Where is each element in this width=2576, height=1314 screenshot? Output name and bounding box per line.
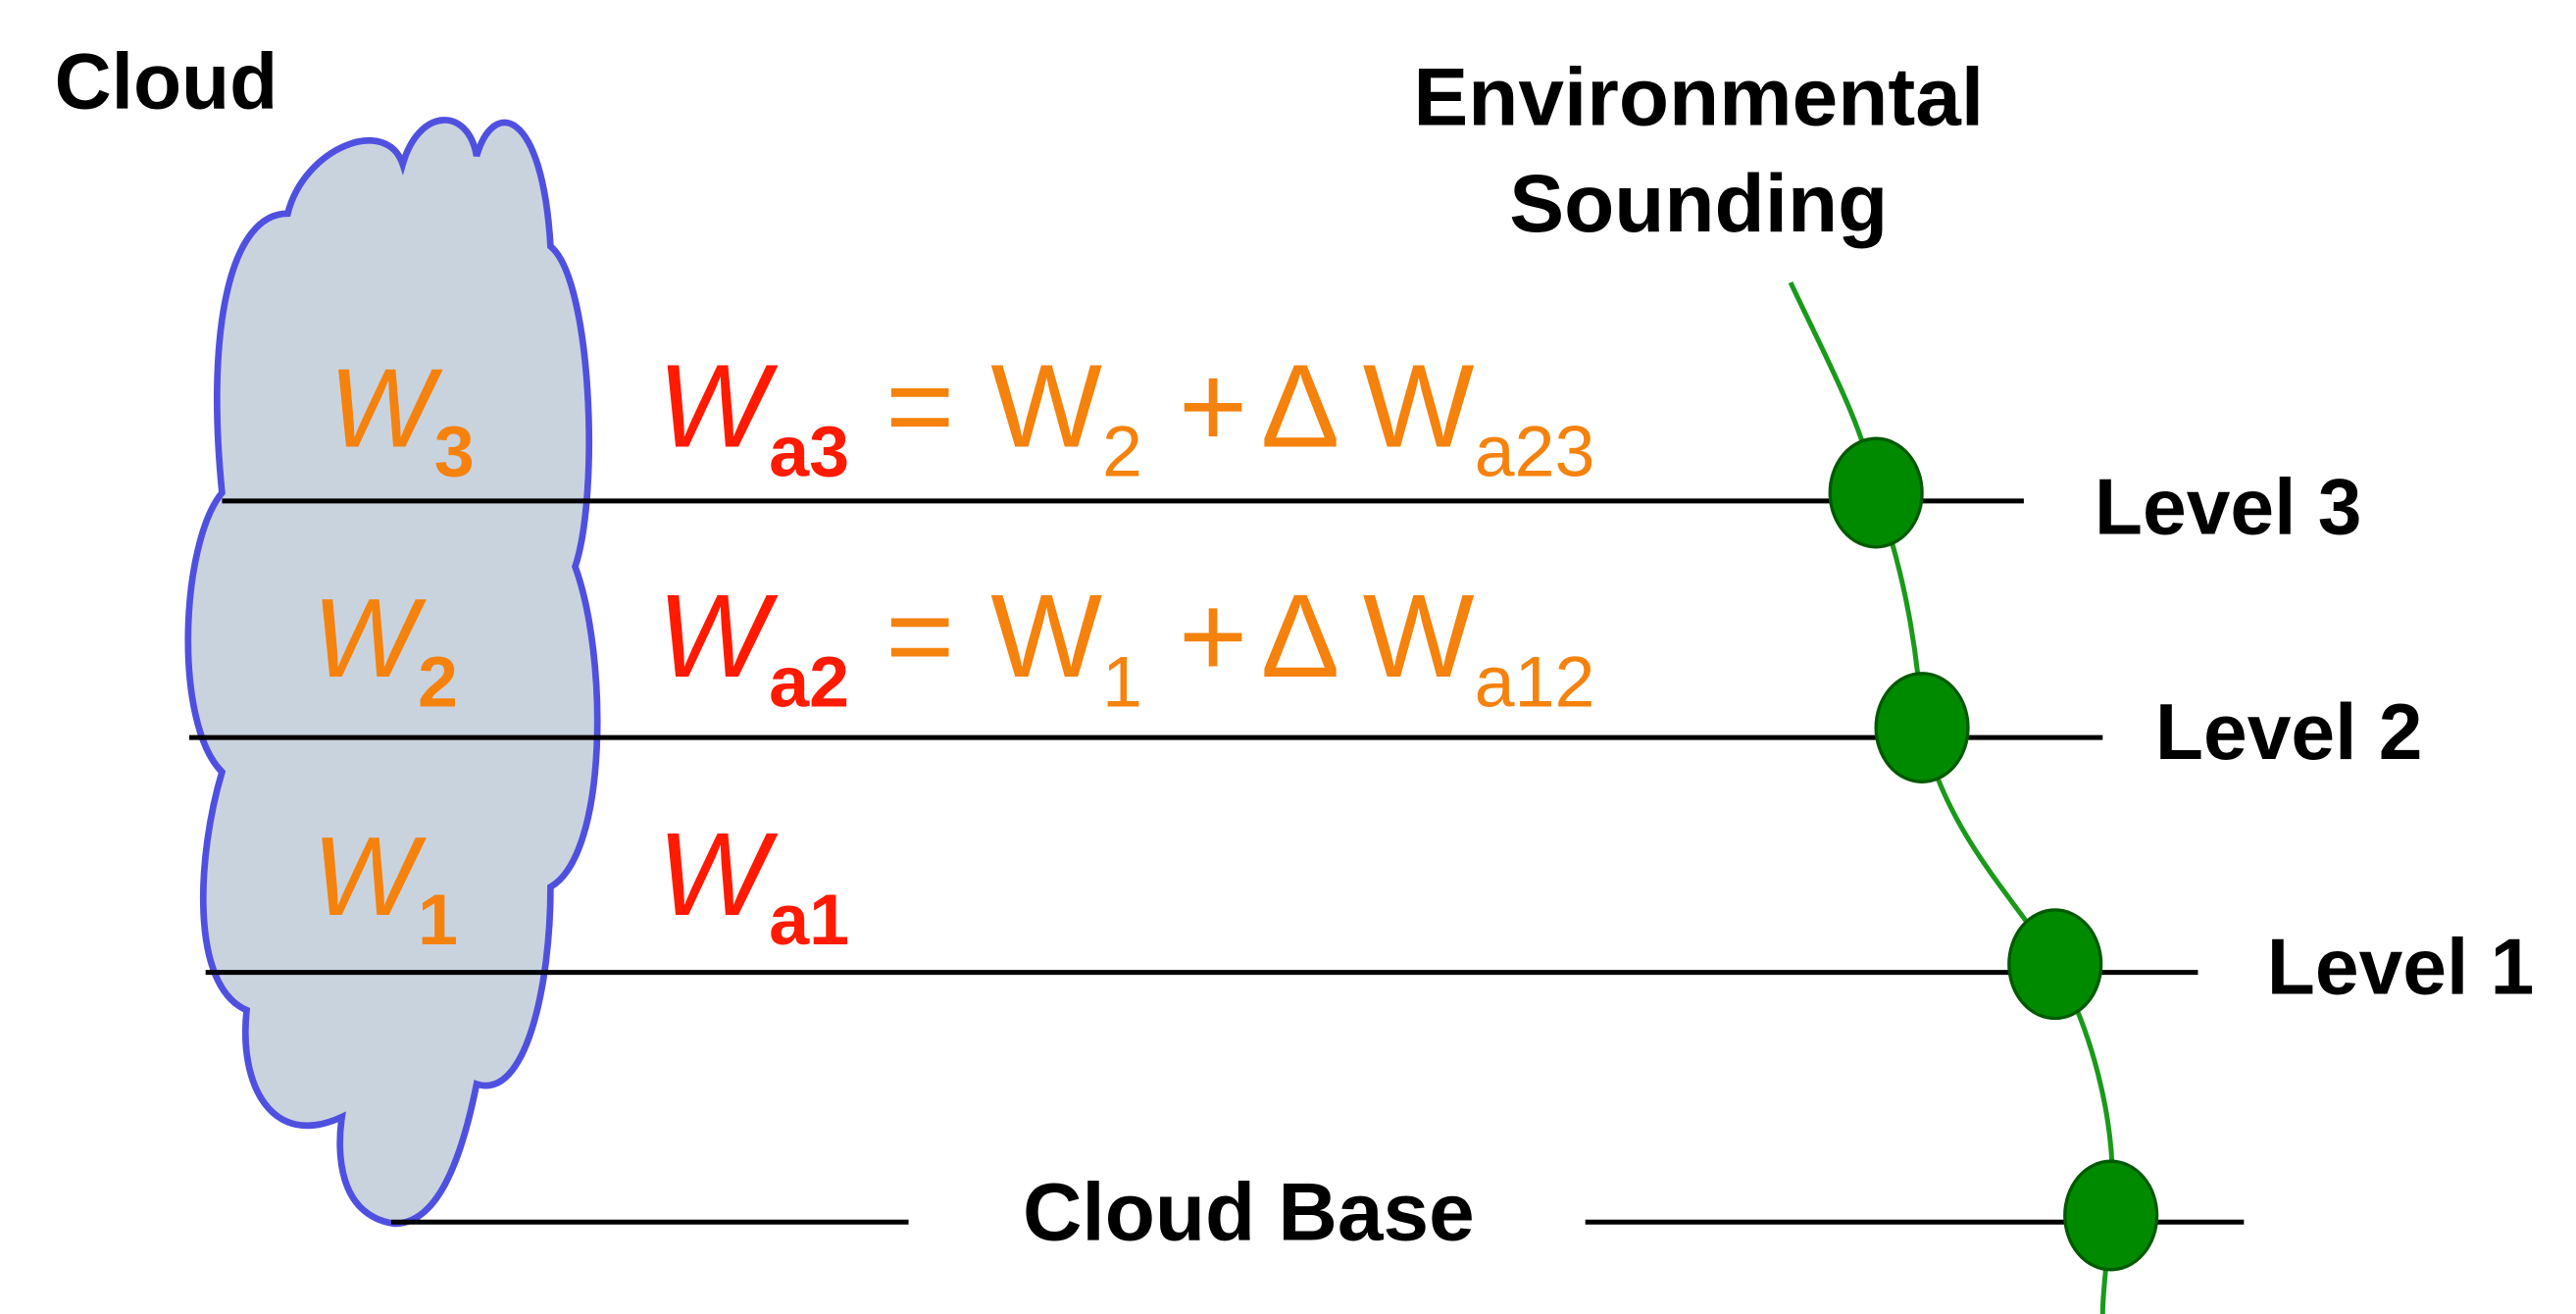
sounding-point	[2065, 1161, 2157, 1270]
sounding-curve	[1791, 282, 2112, 1314]
cloud-base-label: Cloud Base	[1023, 1166, 1475, 1258]
delta-subscript: a23	[1475, 411, 1595, 492]
page: Cloud Environmental Sounding Level 3 Lev…	[0, 0, 2576, 1314]
term-symbol: W	[990, 570, 1102, 702]
level-label: Level 3	[2095, 463, 2362, 551]
cloud-title: Cloud	[55, 38, 278, 126]
delta: Δ	[1261, 340, 1340, 473]
subscript: 3	[434, 411, 475, 492]
term-subscript: 2	[1102, 411, 1142, 492]
sounding-point	[1830, 438, 1922, 547]
equals: =	[885, 570, 954, 702]
plus: +	[1179, 340, 1247, 473]
sounding-label: Environmental	[1413, 50, 1984, 142]
equals: =	[885, 340, 954, 473]
subscript: 2	[418, 640, 458, 722]
sounding-points	[1830, 438, 2156, 1270]
sounding-label: Sounding	[1509, 157, 1888, 249]
term-symbol: W	[990, 340, 1102, 473]
lhs-symbol: W	[657, 808, 779, 940]
equation: Wa1	[657, 808, 849, 960]
sounding-point	[2009, 910, 2101, 1019]
diagram: Cloud Environmental Sounding Level 3 Lev…	[0, 0, 2576, 1314]
sounding-point	[1876, 674, 1968, 783]
delta: Δ	[1261, 570, 1340, 702]
plus: +	[1179, 570, 1247, 702]
symbol: W	[313, 815, 428, 939]
lhs-subscript: a1	[769, 879, 849, 960]
symbol: W	[328, 347, 443, 472]
lhs-symbol: W	[657, 570, 779, 702]
lhs-subscript: a2	[769, 640, 849, 722]
symbol: W	[313, 577, 428, 701]
level-label: Level 1	[2267, 923, 2535, 1011]
delta-subscript: a12	[1475, 640, 1595, 722]
term-subscript: 1	[1102, 640, 1142, 722]
lhs-subscript: a3	[769, 411, 849, 492]
subscript: 1	[418, 879, 458, 960]
delta-symbol: W	[1363, 340, 1475, 473]
delta-symbol: W	[1363, 570, 1475, 702]
level-label: Level 2	[2155, 688, 2423, 777]
lhs-symbol: W	[657, 340, 779, 473]
